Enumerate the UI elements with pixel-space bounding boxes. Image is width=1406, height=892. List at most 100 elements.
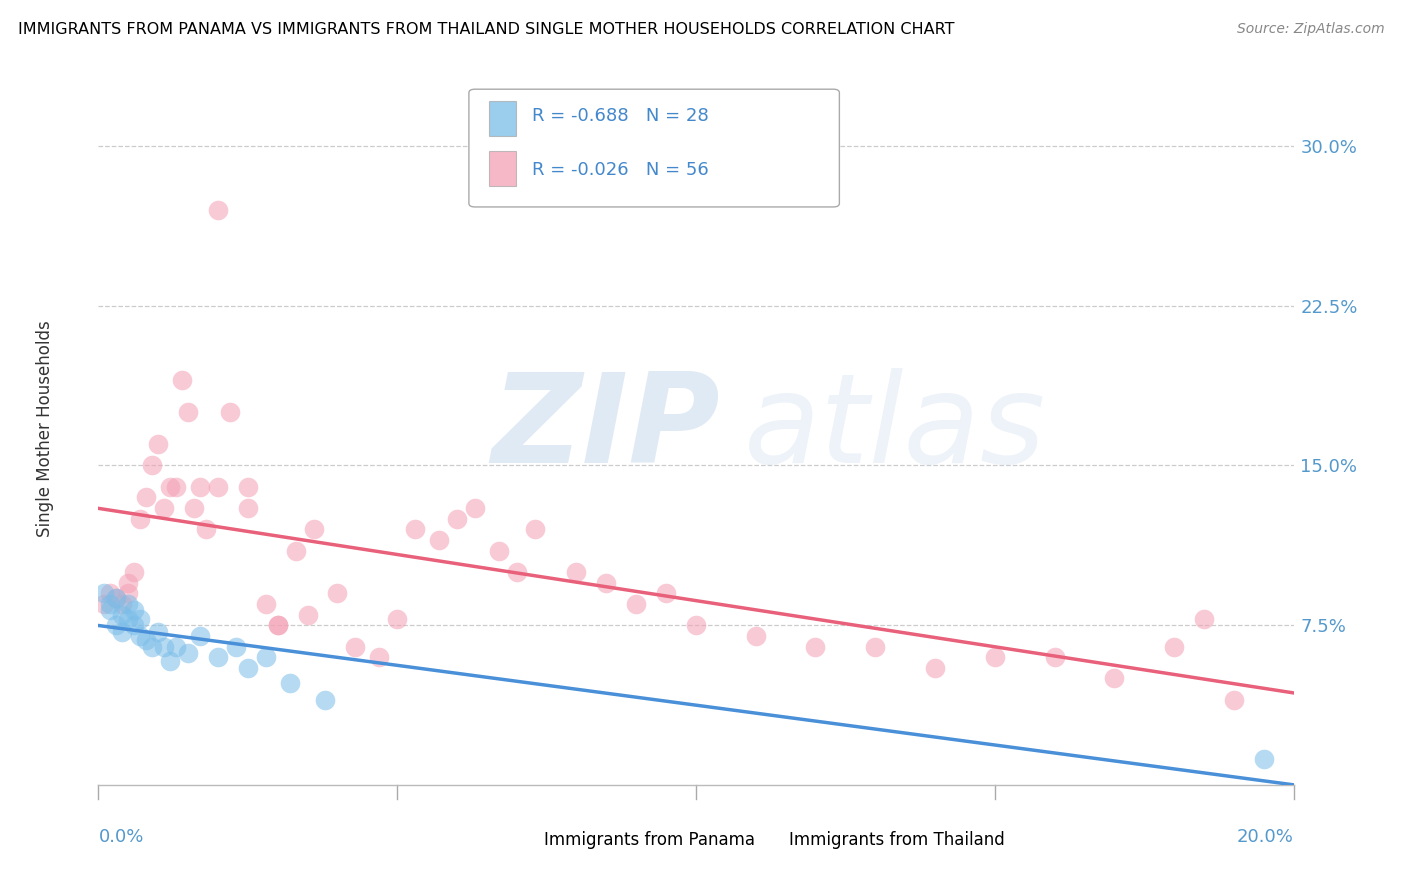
Point	[254, 650, 277, 665]
Point	[129, 629, 152, 643]
Text: 20.0%: 20.0%	[1237, 828, 1294, 846]
Text: ZIP: ZIP	[491, 368, 720, 489]
Point	[254, 597, 277, 611]
Point	[105, 591, 128, 605]
FancyBboxPatch shape	[470, 89, 839, 207]
Text: R = -0.026   N = 56: R = -0.026 N = 56	[533, 161, 709, 178]
Point	[141, 458, 163, 473]
Text: Single Mother Households: Single Mother Households	[35, 320, 53, 536]
Point	[124, 618, 146, 632]
Point	[188, 480, 211, 494]
Point	[111, 607, 134, 622]
Point	[124, 603, 146, 617]
Point	[595, 575, 617, 590]
Point	[1253, 752, 1275, 766]
Point	[177, 646, 200, 660]
Point	[626, 597, 648, 611]
Point	[284, 543, 307, 558]
Point	[984, 650, 1007, 665]
Point	[153, 501, 176, 516]
Point	[148, 624, 170, 639]
Point	[207, 480, 229, 494]
Point	[464, 501, 486, 516]
Point	[105, 618, 128, 632]
FancyBboxPatch shape	[759, 829, 783, 851]
Point	[129, 511, 152, 525]
Point	[404, 522, 426, 536]
Point	[165, 640, 187, 654]
Point	[117, 597, 139, 611]
Point	[135, 633, 157, 648]
Point	[225, 640, 247, 654]
Point	[385, 612, 409, 626]
Point	[117, 586, 139, 600]
Point	[326, 586, 349, 600]
Point	[117, 612, 139, 626]
Point	[1223, 692, 1246, 706]
Point	[236, 661, 259, 675]
Point	[655, 586, 678, 600]
Point	[219, 405, 242, 419]
Point	[117, 575, 139, 590]
Point	[804, 640, 827, 654]
Point	[207, 202, 229, 217]
Point	[135, 491, 157, 505]
Point	[267, 618, 290, 632]
Point	[745, 629, 768, 643]
Text: atlas: atlas	[744, 368, 1046, 489]
FancyBboxPatch shape	[489, 102, 516, 136]
Point	[302, 522, 325, 536]
Point	[172, 373, 194, 387]
FancyBboxPatch shape	[515, 829, 538, 851]
Point	[1043, 650, 1066, 665]
Point	[1104, 672, 1126, 686]
Point	[195, 522, 218, 536]
Point	[105, 591, 128, 605]
Point	[344, 640, 367, 654]
Text: Immigrants from Thailand: Immigrants from Thailand	[789, 831, 1005, 849]
Point	[111, 624, 134, 639]
Point	[267, 618, 290, 632]
Point	[129, 612, 152, 626]
Point	[93, 597, 115, 611]
Point	[427, 533, 450, 547]
Point	[368, 650, 391, 665]
Point	[278, 675, 301, 690]
Text: 0.0%: 0.0%	[98, 828, 143, 846]
Point	[98, 586, 122, 600]
Point	[685, 618, 707, 632]
FancyBboxPatch shape	[489, 152, 516, 186]
Point	[188, 629, 211, 643]
Point	[236, 480, 259, 494]
Point	[207, 650, 229, 665]
Point	[315, 692, 337, 706]
Text: R = -0.688   N = 28: R = -0.688 N = 28	[533, 107, 709, 125]
Point	[924, 661, 946, 675]
Point	[236, 501, 259, 516]
Point	[506, 565, 529, 579]
Point	[98, 597, 122, 611]
Point	[565, 565, 588, 579]
Point	[153, 640, 176, 654]
Point	[98, 603, 122, 617]
Point	[159, 480, 181, 494]
Point	[148, 437, 170, 451]
Point	[165, 480, 187, 494]
Point	[1163, 640, 1185, 654]
Point	[141, 640, 163, 654]
Point	[177, 405, 200, 419]
Point	[523, 522, 546, 536]
Point	[488, 543, 510, 558]
Point	[1192, 612, 1215, 626]
Text: Source: ZipAtlas.com: Source: ZipAtlas.com	[1237, 22, 1385, 37]
Point	[446, 511, 468, 525]
Text: IMMIGRANTS FROM PANAMA VS IMMIGRANTS FROM THAILAND SINGLE MOTHER HOUSEHOLDS CORR: IMMIGRANTS FROM PANAMA VS IMMIGRANTS FRO…	[18, 22, 955, 37]
Point	[297, 607, 319, 622]
Text: Immigrants from Panama: Immigrants from Panama	[544, 831, 755, 849]
Point	[865, 640, 887, 654]
Point	[124, 565, 146, 579]
Point	[111, 597, 134, 611]
Point	[183, 501, 205, 516]
Point	[159, 654, 181, 668]
Point	[93, 586, 115, 600]
